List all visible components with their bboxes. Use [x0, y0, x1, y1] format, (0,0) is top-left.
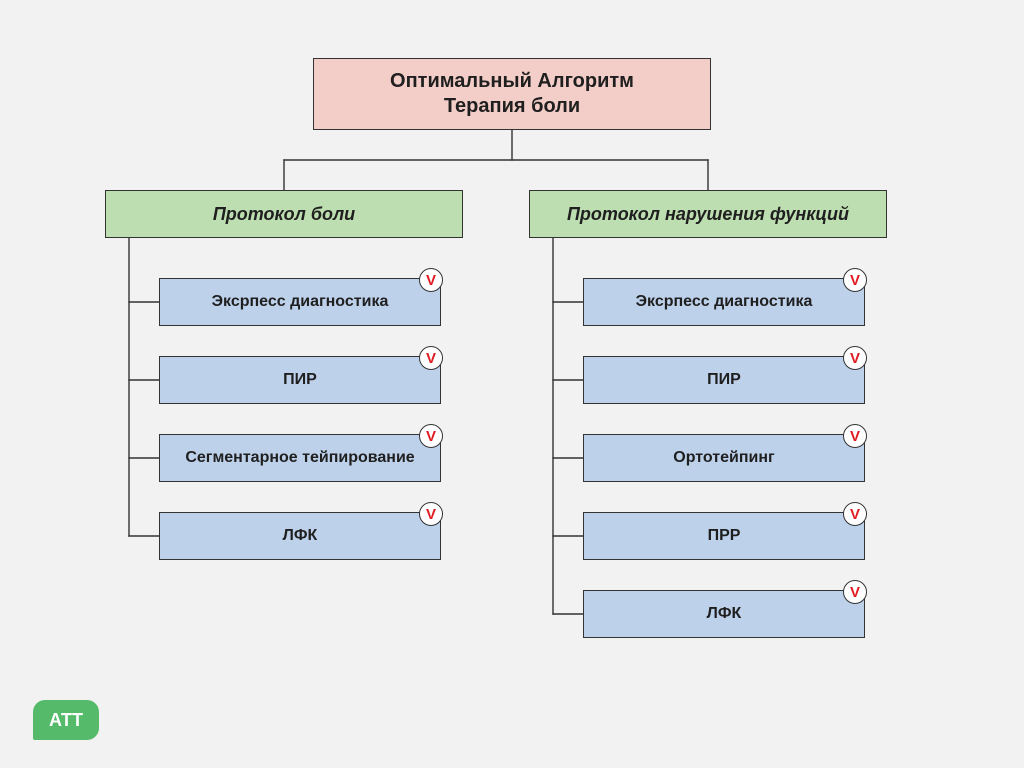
- att-logo-text: АТТ: [49, 710, 83, 731]
- step-node-0-2: Сегментарное тейпирование: [159, 434, 441, 482]
- step-label: ПРР: [708, 527, 741, 545]
- check-badge-icon: V: [843, 580, 867, 604]
- step-node-1-4: ЛФК: [583, 590, 865, 638]
- check-badge-glyph: V: [850, 272, 860, 289]
- check-badge-glyph: V: [850, 506, 860, 523]
- protocol-title: Протокол боли: [213, 204, 355, 225]
- step-node-0-3: ЛФК: [159, 512, 441, 560]
- check-badge-icon: V: [843, 346, 867, 370]
- protocol-node-0: Протокол боли: [105, 190, 463, 238]
- check-badge-glyph: V: [850, 428, 860, 445]
- check-badge-icon: V: [843, 424, 867, 448]
- step-label: Эксрпесс диагностика: [636, 293, 813, 311]
- step-label: ПИР: [283, 371, 317, 389]
- step-label: ПИР: [707, 371, 741, 389]
- check-badge-glyph: V: [426, 350, 436, 367]
- step-node-1-3: ПРР: [583, 512, 865, 560]
- step-label: Ортотейпинг: [673, 449, 774, 467]
- protocol-node-1: Протокол нарушения функций: [529, 190, 887, 238]
- att-logo: АТТ: [33, 700, 99, 740]
- check-badge-icon: V: [843, 268, 867, 292]
- root-title-line2: Терапия боли: [390, 94, 634, 119]
- step-node-1-2: Ортотейпинг: [583, 434, 865, 482]
- step-node-1-1: ПИР: [583, 356, 865, 404]
- step-node-0-0: Эксрпесс диагностика: [159, 278, 441, 326]
- check-badge-glyph: V: [426, 428, 436, 445]
- check-badge-glyph: V: [850, 350, 860, 367]
- step-node-1-0: Эксрпесс диагностика: [583, 278, 865, 326]
- step-node-0-1: ПИР: [159, 356, 441, 404]
- check-badge-icon: V: [419, 268, 443, 292]
- root-node: Оптимальный АлгоритмТерапия боли: [313, 58, 711, 130]
- step-label: ЛФК: [283, 527, 318, 545]
- check-badge-icon: V: [419, 424, 443, 448]
- step-label: Эксрпесс диагностика: [212, 293, 389, 311]
- root-title-line1: Оптимальный Алгоритм: [390, 69, 634, 94]
- check-badge-glyph: V: [426, 272, 436, 289]
- step-label: ЛФК: [707, 605, 742, 623]
- check-badge-glyph: V: [426, 506, 436, 523]
- protocol-title: Протокол нарушения функций: [567, 204, 849, 225]
- check-badge-icon: V: [419, 502, 443, 526]
- diagram-canvas: Оптимальный АлгоритмТерапия боли Протокол…: [0, 0, 1024, 768]
- step-label: Сегментарное тейпирование: [185, 449, 414, 467]
- check-badge-icon: V: [843, 502, 867, 526]
- check-badge-icon: V: [419, 346, 443, 370]
- check-badge-glyph: V: [850, 584, 860, 601]
